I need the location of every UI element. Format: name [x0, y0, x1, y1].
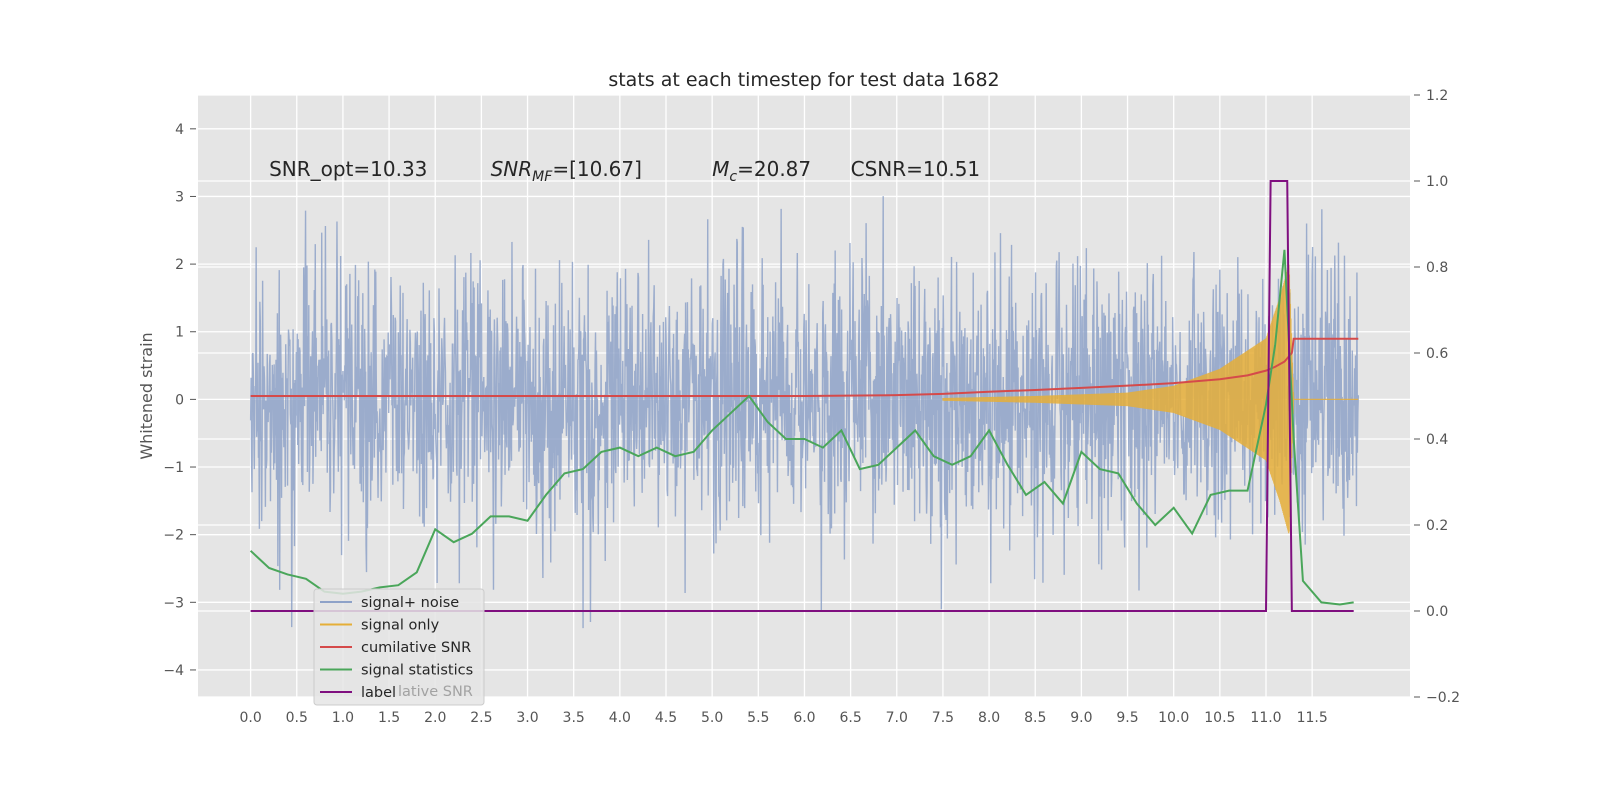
y-tick-label: 2: [175, 257, 184, 273]
x-tick-label: 4.5: [655, 710, 677, 726]
y2-tick-label: 0.8: [1426, 260, 1448, 276]
annotations: SNR_opt=10.33 SNRMF=[10.67] Mc=20.87 CSNR=1…: [269, 157, 980, 185]
x-tick-label: 2.0: [424, 710, 446, 726]
x-tick-label: 3.0: [516, 710, 538, 726]
annotation-3: CSNR=10.51: [851, 157, 981, 181]
x-tick-label: 10.0: [1158, 710, 1189, 726]
x-tick-label: 8.5: [1024, 710, 1046, 726]
x-tick-label: 6.5: [839, 710, 861, 726]
series-signal-noise: [249, 196, 1360, 629]
line-label: [250, 180, 1354, 612]
series-lines: [249, 180, 1359, 612]
y-tick-label: 4: [175, 122, 184, 138]
annotation-rest: =[10.67]: [552, 157, 642, 181]
x-axis: 0.0 0.5 1.0 1.5 2.0 2.5 3.0 3.5 4.0 4.5 5.0 5.5 6.0 6…: [239, 710, 1327, 726]
annotation-1: SNRMF=[10.67]: [491, 157, 642, 185]
annotation-2: Mc=20.87: [712, 157, 811, 185]
chart-title: stats at each timestep for test data 168…: [608, 69, 999, 91]
x-tick-label: 1.5: [378, 710, 400, 726]
annotation-subscript: MF: [532, 169, 553, 185]
x-tick-label: 5.5: [747, 710, 769, 726]
y-tick-label: 3: [175, 189, 184, 205]
y-tick-label: −1: [163, 460, 184, 476]
x-tick-label: 6.0: [793, 710, 815, 726]
y2-tick-label: 0.2: [1426, 518, 1448, 534]
y2-tick-label: −0.2: [1426, 690, 1460, 706]
x-tick-label: 5.0: [701, 710, 723, 726]
annotation-subscript: c: [729, 169, 737, 185]
legend-entry: signal only: [361, 618, 440, 634]
y-axis-label: Whitened strain: [137, 332, 156, 459]
x-tick-label: 1.0: [332, 710, 354, 726]
legend-entry: signal statistics: [361, 663, 473, 679]
x-tick-label: 7.5: [932, 710, 954, 726]
x-tick-label: 4.0: [609, 710, 631, 726]
y2-tick-label: 1.0: [1426, 174, 1448, 190]
legend-entry: cumilative SNR: [361, 640, 471, 656]
y2-tick-label: 1.2: [1426, 88, 1448, 104]
y-tick-label: −4: [163, 663, 184, 679]
y2-tick-label: 0.0: [1426, 604, 1448, 620]
y2-tick-label: 0.6: [1426, 346, 1448, 362]
x-tick-label: 3.5: [563, 710, 585, 726]
x-tick-label: 2.5: [470, 710, 492, 726]
signal-noise-line: [249, 196, 1360, 629]
y2-tick-label: 0.4: [1426, 432, 1448, 448]
x-tick-label: 7.0: [886, 710, 908, 726]
signal-only-line: [942, 264, 1359, 534]
legend-entry: signal+ noise: [361, 595, 459, 611]
x-tick-label: 0.5: [286, 710, 308, 726]
x-tick-label: 9.0: [1070, 710, 1092, 726]
legend-entry: label: [361, 685, 396, 701]
x-tick-label: 11.0: [1250, 710, 1281, 726]
x-tick-label: 8.0: [978, 710, 1000, 726]
x-tick-label: 0.0: [239, 710, 261, 726]
x-tick-label: 10.5: [1204, 710, 1235, 726]
annotation-0: SNR_opt=10.33: [269, 157, 427, 181]
y-tick-label: −2: [163, 528, 184, 544]
annotation-italic: M: [712, 157, 729, 181]
y-axis-right: −0.2 0.0 0.2 0.4 0.6 0.8 1.0 1.2: [1414, 88, 1460, 706]
x-tick-label: 9.5: [1116, 710, 1138, 726]
legend: lative SNR signal+ noise signal only cumila…: [313, 588, 485, 706]
y-tick-label: 0: [175, 392, 184, 408]
x-tick-label: 11.5: [1297, 710, 1328, 726]
y-tick-label: −3: [163, 595, 184, 611]
line-signal-statistics: [249, 249, 1354, 606]
line-cumilative-snr: [250, 337, 1359, 397]
annotation-rest: =20.87: [737, 157, 811, 181]
y-tick-label: 1: [175, 325, 184, 341]
legend-box: [313, 588, 485, 706]
annotation-italic: SNR: [491, 157, 533, 181]
legend-ghost-text: lative SNR: [398, 684, 473, 700]
y-axis-left: −4 −3 −2 −1 0 1 2 3 4: [163, 122, 196, 679]
series-signal-only: [942, 264, 1359, 534]
